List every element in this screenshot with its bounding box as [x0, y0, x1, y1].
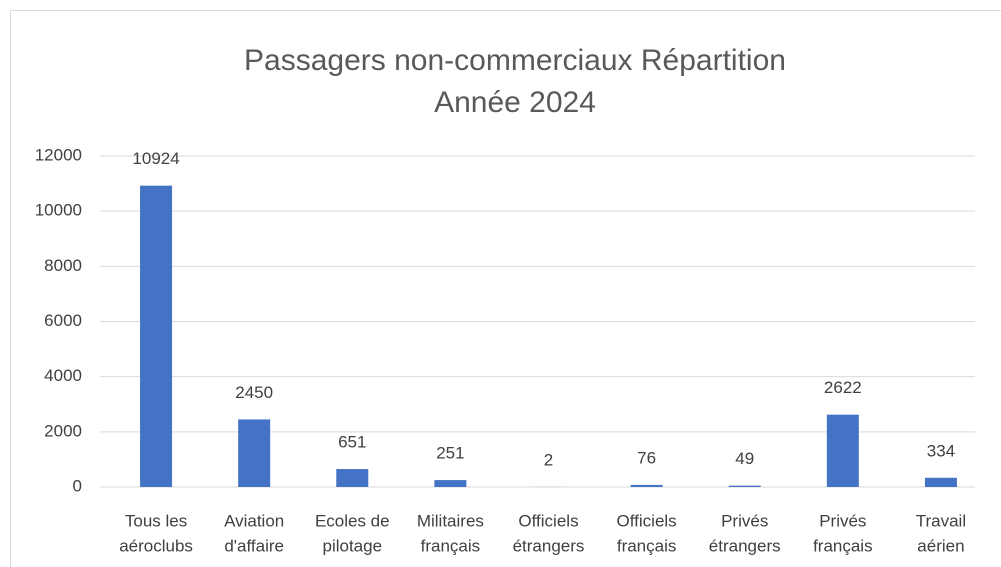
x-tick-label: Militaires — [417, 511, 484, 530]
bar — [924, 477, 957, 487]
bar — [826, 414, 859, 487]
data-label: 251 — [436, 444, 464, 463]
y-tick-label: 0 — [73, 476, 82, 495]
data-label: 2 — [544, 450, 553, 469]
bar — [140, 185, 173, 487]
y-tick-label: 8000 — [44, 256, 82, 275]
y-tick-label: 10000 — [35, 201, 82, 220]
data-label: 2450 — [235, 383, 273, 402]
x-tick-label: Officiels — [617, 511, 677, 530]
x-tick-label: français — [617, 536, 677, 555]
data-label: 334 — [927, 441, 955, 460]
data-label: 76 — [637, 448, 656, 467]
bar — [728, 485, 761, 487]
x-tick-label: pilotage — [322, 536, 382, 555]
x-tick-label: Aviation — [224, 511, 284, 530]
x-tick-label: Travail — [916, 511, 966, 530]
y-tick-label: 4000 — [44, 366, 82, 385]
chart-subtitle: Année 2024 — [434, 86, 596, 119]
x-tick-label: Ecoles de — [315, 511, 390, 530]
data-label: 49 — [735, 449, 754, 468]
x-tick-label: Tous les — [125, 511, 187, 530]
x-tick-label: Privés — [819, 511, 866, 530]
x-tick-label: Officiels — [518, 511, 578, 530]
x-tick-label: français — [421, 536, 481, 555]
data-label: 2622 — [824, 378, 862, 397]
bar — [336, 469, 369, 487]
bar — [630, 484, 663, 487]
y-tick-label: 6000 — [44, 311, 82, 330]
y-tick-label: 12000 — [35, 145, 82, 164]
chart-title: Passagers non-commerciaux Répartition — [244, 44, 786, 77]
x-tick-label: aérien — [917, 536, 964, 555]
data-label: 10924 — [132, 149, 179, 168]
data-label: 651 — [338, 433, 366, 452]
x-tick-label: français — [813, 536, 873, 555]
bar — [238, 419, 271, 487]
x-tick-label: aéroclubs — [119, 536, 193, 555]
bar — [434, 480, 467, 487]
x-tick-label: étrangers — [513, 536, 585, 555]
x-tick-label: d'affaire — [224, 536, 284, 555]
x-tick-label: étrangers — [709, 536, 781, 555]
x-tick-label: Privés — [721, 511, 768, 530]
y-tick-label: 2000 — [44, 421, 82, 440]
